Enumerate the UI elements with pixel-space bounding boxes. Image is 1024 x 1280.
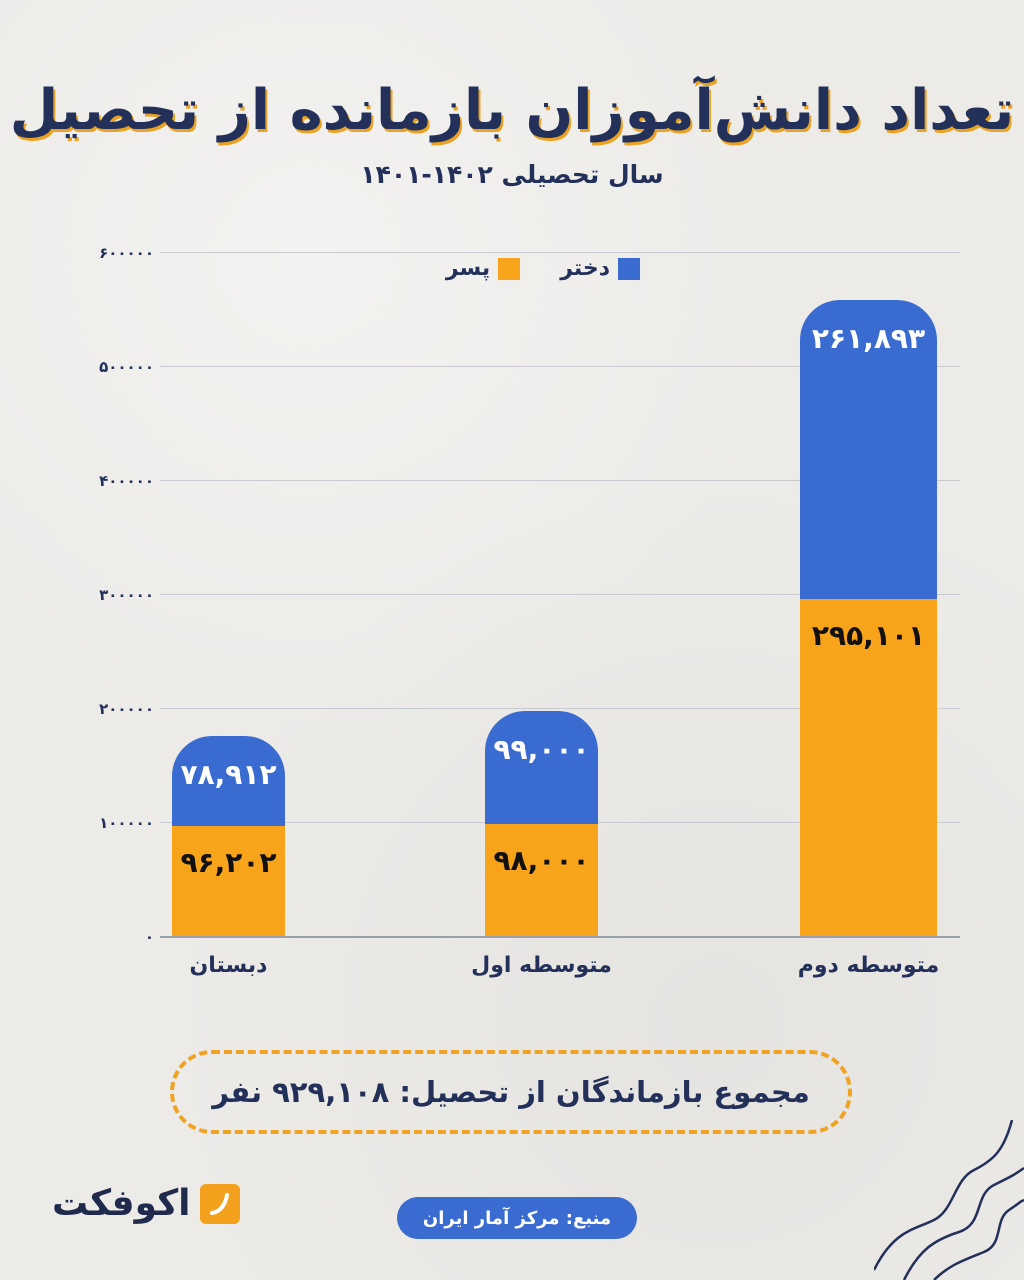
x-label-dabestan: دبستان <box>189 953 268 978</box>
chart-title: تعداد دانش‌آموزان بازمانده از تحصیل <box>9 78 1016 143</box>
legend-swatch-girl <box>618 257 640 280</box>
brand-logo: اکوفکت <box>52 1183 241 1224</box>
y-tick-0: ۰ <box>144 928 154 946</box>
bar-segment-boy: ۹۸,۰۰۰ <box>485 824 598 936</box>
logo-text: اکوفکت <box>52 1183 191 1224</box>
y-tick-600000: ۶۰۰۰۰۰ <box>99 244 154 262</box>
value-label-boy: ۹۶,۲۰۲ <box>180 846 277 879</box>
chart-subtitle: سال تحصیلی ۱۴۰۲-۱۴۰۱ <box>360 160 664 189</box>
value-label-girl: ۹۹,۰۰۰ <box>493 733 590 766</box>
value-label-boy: ۹۸,۰۰۰ <box>493 844 590 877</box>
gridline-500000 <box>160 366 960 367</box>
value-label-girl: ۷۸,۹۱۲ <box>180 758 277 791</box>
legend-item-girl: دختر <box>560 256 640 281</box>
total-summary-text: مجموع بازماندگان از تحصیل: ۹۲۹,۱۰۸ نفر <box>212 1075 810 1109</box>
legend-label-boy: پسر <box>445 256 491 281</box>
y-tick-200000: ۲۰۰۰۰۰ <box>99 700 154 718</box>
plot-area: ۶۰۰۰۰۰ ۵۰۰۰۰۰ ۴۰۰۰۰۰ ۳۰۰۰۰۰ ۲۰۰۰۰۰ ۱۰۰۰۰… <box>99 244 960 978</box>
source-badge: منبع: مرکز آمار ایران <box>397 1197 637 1239</box>
bar-motavasseteh-aval: ۹۹,۰۰۰ ۹۸,۰۰۰ <box>485 711 598 936</box>
gridline-400000 <box>160 480 960 481</box>
bar-segment-girl: ۹۹,۰۰۰ <box>485 711 598 824</box>
source-text: منبع: مرکز آمار ایران <box>422 1207 612 1229</box>
bar-motavasseteh-dovom: ۲۶۱,۸۹۳ ۲۹۵,۱۰۱ <box>800 300 937 936</box>
y-tick-300000: ۳۰۰۰۰۰ <box>99 586 154 604</box>
gridline-300000 <box>160 594 960 595</box>
gridline-200000 <box>160 708 960 709</box>
bar-segment-boy: ۲۹۵,۱۰۱ <box>800 599 937 936</box>
x-axis-baseline <box>160 936 960 938</box>
gridline-600000 <box>160 252 960 253</box>
legend-item-boy: پسر <box>445 256 521 281</box>
total-summary-box: مجموع بازماندگان از تحصیل: ۹۲۹,۱۰۸ نفر <box>170 1050 852 1134</box>
bar-segment-boy: ۹۶,۲۰۲ <box>172 826 285 936</box>
bar-segment-girl: ۲۶۱,۸۹۳ <box>800 300 937 599</box>
decorative-waves-icon <box>874 1120 1024 1280</box>
legend-label-girl: دختر <box>560 256 610 281</box>
logo-mark-icon <box>200 1183 241 1224</box>
x-label-motavasseteh-dovom: متوسطه دوم <box>797 953 940 978</box>
x-label-motavasseteh-aval: متوسطه اول <box>471 953 612 978</box>
y-tick-100000: ۱۰۰۰۰۰ <box>99 814 154 832</box>
y-tick-500000: ۵۰۰۰۰۰ <box>99 358 154 376</box>
value-label-boy: ۲۹۵,۱۰۱ <box>811 619 926 652</box>
legend: دختر پسر <box>400 256 640 281</box>
y-tick-400000: ۴۰۰۰۰۰ <box>99 472 154 490</box>
bar-segment-girl: ۷۸,۹۱۲ <box>172 736 285 826</box>
bar-dabestan: ۷۸,۹۱۲ ۹۶,۲۰۲ <box>172 736 285 936</box>
value-label-girl: ۲۶۱,۸۹۳ <box>811 322 926 355</box>
legend-swatch-boy <box>498 257 521 280</box>
